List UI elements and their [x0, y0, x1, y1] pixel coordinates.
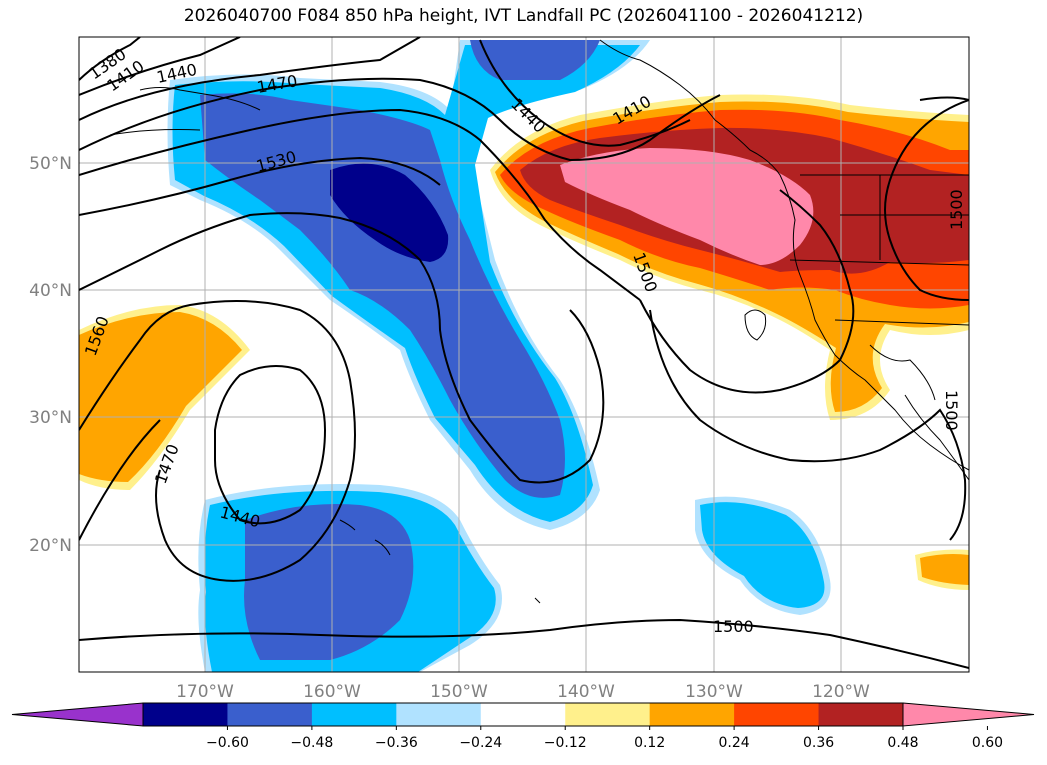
colorbar-tick-label: 0.60 [972, 735, 1003, 751]
lat-label-40n: 40°N [29, 281, 72, 301]
colorbar-cell [396, 703, 482, 726]
lon-label-160w: 160°W [303, 682, 361, 702]
colorbar-cell [649, 703, 735, 726]
colorbar-cell [311, 703, 397, 726]
colorbar-tick-label: −0.24 [459, 735, 502, 751]
colorbar-tick-label: −0.60 [206, 735, 249, 751]
contour-label-1500d: 1500 [713, 617, 754, 636]
map-frame [78, 36, 970, 673]
colorbar-cells [11, 702, 1035, 727]
colorbar-cell [734, 703, 820, 726]
colorbar-tick-label: −0.12 [544, 735, 587, 751]
coastlines [109, 39, 969, 604]
map-title: 2026040700 F084 850 hPa height, IVT Land… [183, 6, 864, 26]
colorbar-tick-label: 0.36 [803, 735, 834, 751]
height-contours [79, 37, 969, 669]
contour-label-1500b: 1500 [947, 189, 966, 230]
colorbar-ticks: −0.60 −0.48 −0.36 −0.24 −0.12 0.12 0.24 0.36 0.4… [206, 726, 1003, 751]
lon-label-170w: 170°W [176, 682, 234, 702]
colorbar-tick-label: −0.48 [290, 735, 333, 751]
lon-label-120w: 120°W [812, 682, 870, 702]
lat-label-20n: 20°N [29, 536, 72, 556]
lon-label-130w: 130°W [685, 682, 743, 702]
colorbar-cell [143, 703, 228, 726]
lon-label-150w: 150°W [430, 682, 488, 702]
colorbar-frame [142, 702, 904, 727]
longitude-labels: 170°W 160°W 150°W 140°W 130°W 120°W [176, 682, 870, 702]
gridlines [79, 37, 969, 672]
colorbar-tick-label: 0.48 [887, 735, 918, 751]
map-area: 1380 1410 1440 1470 1530 1560 1470 1440 … [79, 37, 969, 672]
lat-label-30n: 30°N [29, 408, 72, 428]
contour-label-1500c: 1500 [942, 390, 961, 431]
lon-label-140w: 140°W [557, 682, 615, 702]
positive-ivt-fill [79, 94, 969, 590]
colorbar-cell [480, 703, 566, 726]
colorbar-tick-label: 0.24 [719, 735, 750, 751]
colorbar-tick-label: 0.12 [634, 735, 665, 751]
latitude-labels: 50°N 40°N 30°N 20°N [29, 154, 72, 556]
colorbar-arrow-low [11, 702, 144, 727]
colorbar-cell [565, 703, 651, 726]
colorbar-arrow-high [902, 702, 1035, 727]
lat-label-50n: 50°N [29, 154, 72, 174]
colorbar-cell [818, 703, 904, 726]
colorbar-tick-label: −0.36 [375, 735, 418, 751]
colorbar-cell [227, 703, 313, 726]
colorbar: −0.60 −0.48 −0.36 −0.24 −0.12 0.12 0.24 0.36 0.4… [11, 702, 1035, 751]
